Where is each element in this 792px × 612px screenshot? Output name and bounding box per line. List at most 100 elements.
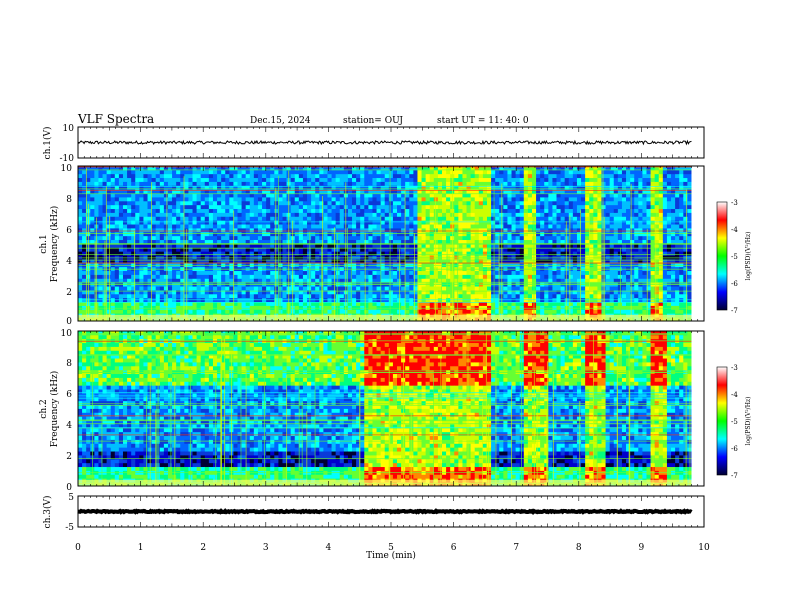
spectrogram-cell xyxy=(335,224,341,229)
spectrogram-cell xyxy=(270,204,275,210)
spectrogram-cell xyxy=(388,251,394,256)
spectrogram-cell xyxy=(114,231,120,237)
spectrogram-cell xyxy=(462,243,467,248)
spectrogram-cell xyxy=(347,181,353,186)
spectrogram-cell xyxy=(159,173,165,179)
spectrogram-cell xyxy=(208,185,214,190)
spectrogram-cell xyxy=(458,286,463,291)
spectrogram-cell xyxy=(237,290,242,295)
spectrogram-cell xyxy=(302,177,308,182)
spectrogram-cell xyxy=(217,247,222,252)
spectrogram-cell xyxy=(384,224,390,229)
spectrogram-cell xyxy=(155,200,161,206)
spectrogram-cell xyxy=(523,259,529,264)
spectrogram-cell xyxy=(266,293,271,299)
spectrogram-cell xyxy=(110,243,116,248)
spectrogram-cell xyxy=(433,204,439,210)
spectrogram-cell xyxy=(155,278,161,283)
spectrogram-cell xyxy=(208,216,214,221)
spectrogram-cell xyxy=(311,293,316,299)
spectrogram-cell xyxy=(167,166,173,171)
spectrogram-cell xyxy=(372,177,377,182)
spectrogram-cell xyxy=(482,193,488,198)
spectrogram-cell xyxy=(466,166,472,171)
spectrogram-cell xyxy=(392,173,398,179)
spectrogram-cell xyxy=(335,301,341,306)
spectrogram-cell xyxy=(511,259,517,264)
spectrogram-cell xyxy=(495,216,500,221)
spectrogram-cell xyxy=(352,305,357,310)
spectrogram-cell xyxy=(466,270,472,275)
spectrogram-cell xyxy=(458,193,463,198)
spectrogram-cell xyxy=(262,228,267,233)
spectrogram-cell xyxy=(339,169,345,175)
spectrogram-cell xyxy=(98,193,103,198)
spectrogram-cell xyxy=(560,200,566,206)
spectrogram-cell xyxy=(405,193,410,198)
spectrogram-cell xyxy=(327,189,332,194)
spectrogram-cell xyxy=(307,305,312,310)
spectrogram-cell xyxy=(433,239,439,244)
spectrogram-cell xyxy=(523,189,529,194)
spectrogram-cell xyxy=(118,309,124,314)
spectrogram-cell xyxy=(339,220,345,225)
spectrogram-cell xyxy=(556,286,561,291)
spectrogram-cell xyxy=(437,239,443,244)
spectrogram-cell xyxy=(135,169,140,175)
spectrogram-cell xyxy=(564,220,570,225)
spectrogram-cell xyxy=(405,231,410,237)
spectrogram-cell xyxy=(527,220,533,225)
spectrogram-cell xyxy=(470,293,476,299)
spectrogram-cell xyxy=(184,181,189,186)
spectrogram-cell xyxy=(319,228,324,233)
spectrogram-cell xyxy=(135,204,140,210)
spectrogram-cell xyxy=(237,220,242,225)
spectrogram-cell xyxy=(409,251,414,256)
spectrogram-cell xyxy=(405,255,410,260)
spectrogram-cell xyxy=(376,301,382,306)
spectrogram-cell xyxy=(352,216,357,221)
spectrogram-cell xyxy=(495,224,500,229)
spectrogram-cell xyxy=(478,169,484,175)
spectrogram-cell xyxy=(323,231,328,237)
spectrogram-cell xyxy=(421,189,427,194)
spectrogram-cell xyxy=(437,247,443,252)
spectrogram-cell xyxy=(147,247,153,252)
spectrogram-cell xyxy=(339,255,345,260)
spectrogram-cell xyxy=(98,235,103,241)
spectrogram-cell xyxy=(225,169,230,175)
spectrogram-cell xyxy=(82,231,87,237)
spectrogram-cell xyxy=(167,177,173,182)
spectrogram-cell xyxy=(282,208,287,213)
spectrogram-cell xyxy=(155,193,161,198)
spectrogram-cell xyxy=(127,173,132,179)
spectrogram-cell xyxy=(143,193,148,198)
spectrogram-cell xyxy=(372,228,377,233)
spectrogram-cell xyxy=(245,259,251,264)
spectrogram-cell xyxy=(585,262,590,268)
spectrogram-cell xyxy=(552,262,557,268)
spectrogram-cell xyxy=(503,208,508,213)
spectrogram-cell xyxy=(401,208,406,213)
spectrogram-cell xyxy=(380,270,386,275)
spectrogram-cell xyxy=(544,216,549,221)
spectrogram-cell xyxy=(360,204,365,210)
spectrogram-cell xyxy=(302,189,308,194)
spectrogram-cell xyxy=(491,259,496,264)
spectrogram-cell xyxy=(347,270,353,275)
spectrogram-cell xyxy=(581,270,586,275)
spectrogram-cell xyxy=(278,290,283,295)
spectrogram-cell xyxy=(511,166,517,171)
spectrogram-cell xyxy=(409,169,414,175)
spectrogram-cell xyxy=(429,259,435,264)
spectrogram-cell xyxy=(225,197,230,202)
spectrogram-cell xyxy=(82,259,87,264)
spectrogram-cell xyxy=(409,270,414,275)
spectrogram-cell xyxy=(110,208,116,213)
spectrogram-cell xyxy=(556,247,561,252)
spectrogram-cell xyxy=(462,270,467,275)
spectrogram-cell xyxy=(544,309,549,314)
spectrogram-cell xyxy=(188,181,193,186)
spectrogram-cell xyxy=(114,181,120,186)
spectrogram-cell xyxy=(429,243,435,248)
